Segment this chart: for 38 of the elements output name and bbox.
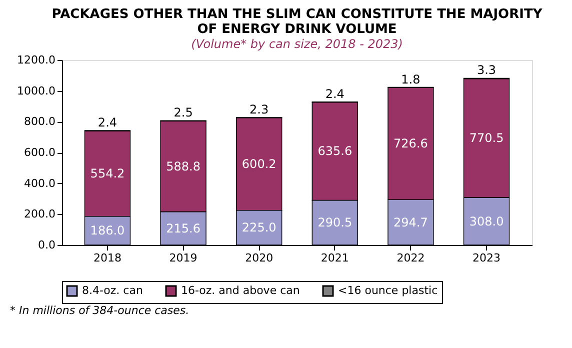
text: * In millions of 384-ounce cases. [10, 304, 190, 317]
legend-label: 16-oz. and above can [181, 284, 300, 297]
data-label: 2.3 [250, 102, 269, 116]
x-tick-label: 2019 [169, 252, 198, 264]
text: PACKAGES OTHER THAN THE SLIM CAN CONSTITUTE THE MAJORITY [52, 7, 542, 22]
data-label: 290.5 [318, 216, 352, 230]
y-tick-label: 1000.0 [17, 84, 56, 98]
y-tick-label: 0.0 [38, 238, 56, 252]
x-tick-label: 2023 [472, 252, 501, 264]
y-tick-label: 400.0 [24, 176, 56, 190]
x-tick-label: 2022 [396, 252, 425, 264]
data-label: 2.4 [98, 116, 118, 130]
data-label: 588.8 [166, 159, 200, 174]
y-tick-label: 600.0 [24, 146, 56, 159]
legend-label: <16 ounce plastic [338, 284, 438, 297]
legend-label: 8.4-oz. can [82, 284, 143, 297]
data-label: 294.7 [394, 215, 428, 230]
x-tick-label: 2020 [245, 252, 274, 264]
data-label: 308.0 [469, 214, 504, 228]
data-label: 600.2 [242, 157, 276, 172]
data-label: 554.2 [90, 166, 125, 181]
data-label: 770.5 [469, 131, 504, 146]
data-label: 186.0 [90, 224, 125, 238]
data-label: 726.6 [394, 136, 428, 151]
data-label: 225.0 [242, 220, 276, 235]
data-label: 2.5 [174, 106, 193, 120]
text: OF ENERGY DRINK VOLUME [197, 22, 397, 37]
data-label: 635.6 [318, 144, 352, 158]
data-label: 1.8 [401, 72, 420, 86]
y-tick-label: 1200.0 [17, 54, 56, 66]
y-tick-label: 200.0 [24, 208, 56, 221]
y-tick-label: 800.0 [24, 115, 56, 128]
x-tick-label: 2021 [320, 252, 349, 264]
data-label: 215.6 [166, 221, 200, 236]
chart-subtitle: (Volume* by can size, 2018 - 2023) [191, 37, 403, 51]
data-label: 2.4 [325, 86, 344, 101]
x-tick-label: 2018 [93, 252, 122, 264]
data-label: 3.3 [476, 63, 496, 78]
